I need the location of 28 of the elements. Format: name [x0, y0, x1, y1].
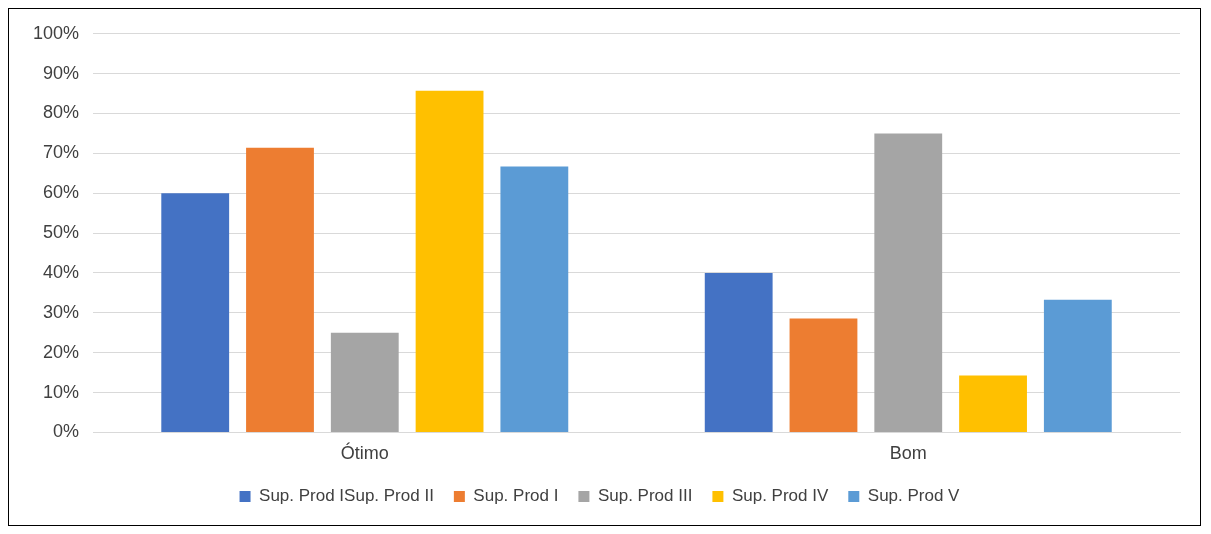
legend-label: Sup. Prod IV [731, 486, 829, 506]
bar [1043, 299, 1112, 432]
bar [246, 147, 314, 432]
y-tick-label: 100% [32, 22, 80, 43]
bar [704, 272, 773, 432]
bar [415, 90, 484, 432]
legend-label: Sup. Prod I [473, 486, 559, 506]
y-tick-label: 30% [43, 301, 80, 322]
y-tick-label: 60% [43, 182, 80, 203]
bar [789, 318, 858, 432]
x-tick-label: Ótimo [340, 442, 389, 464]
y-tick-label: 70% [43, 142, 80, 163]
bar [959, 375, 1027, 432]
y-tick-label: 90% [43, 62, 80, 83]
legend-label: Sup. Prod V [867, 486, 961, 506]
bar [874, 133, 943, 432]
y-tick-label: 80% [43, 102, 80, 123]
bar [500, 166, 569, 432]
bar [330, 332, 399, 432]
y-tick-label: 50% [43, 222, 80, 243]
x-tick-label: Bom [889, 443, 927, 464]
y-tick-label: 20% [43, 341, 80, 362]
bar [161, 193, 230, 432]
legend-label: Sup. Prod ISup. Prod II [259, 486, 434, 506]
legend-label: Sup. Prod III [597, 486, 693, 506]
y-tick-label: 40% [43, 261, 80, 282]
y-tick-label: 0% [53, 421, 80, 442]
y-tick-label: 10% [43, 381, 80, 402]
